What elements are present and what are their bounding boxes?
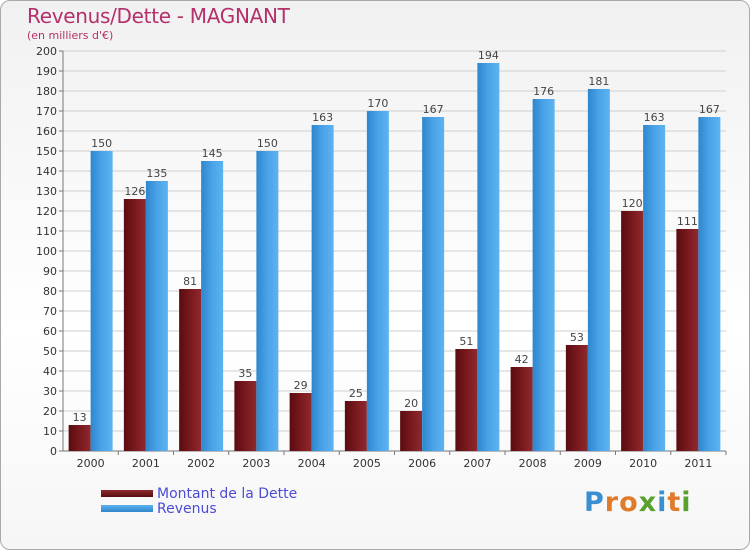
y-tick-label: 150 [36,145,57,158]
y-tick-label: 130 [36,185,57,198]
bar-debt [676,229,699,451]
x-tick-label: 2009 [574,457,602,470]
y-tick-label: 70 [43,305,57,318]
data-label-revenue: 194 [478,49,499,62]
data-label-revenue: 163 [312,111,333,124]
data-label-revenue: 135 [146,167,167,180]
data-label-revenue: 150 [257,137,278,150]
y-tick-label: 40 [43,365,57,378]
x-tick-label: 2004 [298,457,326,470]
logo-letter: P [584,487,605,518]
bar-revenue [422,117,445,451]
data-label-revenue: 163 [644,111,665,124]
x-tick-label: 2000 [77,457,105,470]
data-label-debt: 25 [349,387,363,400]
bar-debt [621,211,644,451]
legend-label-debt: Montant de la Dette [157,486,298,502]
x-tick-label: 2002 [187,457,215,470]
y-tick-label: 100 [36,245,57,258]
logo-letter: i [657,487,668,518]
data-label-debt: 20 [404,397,418,410]
legend-swatch-debt [101,490,153,497]
bar-revenue [477,63,500,451]
x-tick-label: 2007 [463,457,491,470]
data-label-revenue: 167 [423,103,444,116]
bar-debt [179,289,202,451]
bar-debt [289,393,312,451]
x-tick-label: 2005 [353,457,381,470]
data-label-debt: 111 [677,215,698,228]
y-tick-label: 190 [36,65,57,78]
chart-subtitle: (en milliers d'€) [27,29,114,42]
data-label-revenue: 176 [533,85,554,98]
data-label-debt: 42 [515,353,529,366]
data-label-debt: 53 [570,331,584,344]
y-tick-label: 110 [36,225,57,238]
data-label-debt: 29 [294,379,308,392]
data-label-revenue: 145 [202,147,223,160]
data-label-revenue: 167 [699,103,720,116]
legend-label-revenue: Revenus [157,501,217,517]
data-label-debt: 81 [183,275,197,288]
y-tick-label: 80 [43,285,57,298]
logo-letter: x [638,487,658,518]
y-tick-label: 170 [36,105,57,118]
bar-revenue [311,125,334,451]
logo-letter: i [681,487,692,518]
y-tick-label: 120 [36,205,57,218]
legend-swatch-revenue [101,505,153,512]
bar-debt [68,425,91,451]
bar-debt [400,411,423,451]
data-label-debt: 35 [238,367,252,380]
bar-revenue [366,111,389,451]
x-tick-label: 2008 [519,457,547,470]
y-tick-label: 160 [36,125,57,138]
bar-revenue [587,89,610,451]
data-label-revenue: 170 [367,97,388,110]
x-tick-label: 2010 [629,457,657,470]
x-tick-label: 2006 [408,457,436,470]
y-tick-label: 90 [43,265,57,278]
logo-letter: t [667,487,682,518]
bar-revenue [698,117,721,451]
bar-revenue [145,181,168,451]
y-tick-label: 50 [43,345,57,358]
y-tick-label: 140 [36,165,57,178]
bar-revenue [256,151,279,451]
data-label-debt: 13 [73,411,87,424]
chart-title: Revenus/Dette - MAGNANT [27,4,290,28]
x-tick-label: 2003 [242,457,270,470]
bar-revenue [532,99,555,451]
y-tick-label: 10 [43,425,57,438]
y-tick-label: 180 [36,85,57,98]
bar-debt [234,381,257,451]
data-label-revenue: 150 [91,137,112,150]
bar-revenue [643,125,666,451]
logo-letter: o [619,487,639,518]
logo-letter: r [604,487,620,518]
bar-debt [565,345,588,451]
bar-revenue [90,151,113,451]
bar-debt [123,199,146,451]
x-tick-label: 2001 [132,457,160,470]
data-label-debt: 120 [622,197,643,210]
proxiti-logo: Proxiti [584,487,692,518]
bar-debt [344,401,367,451]
y-tick-label: 200 [36,45,57,58]
bar-debt [510,367,533,451]
y-tick-label: 0 [50,445,57,458]
data-label-debt: 126 [124,185,145,198]
bar-debt [455,349,478,451]
bar-revenue [201,161,224,451]
y-tick-label: 60 [43,325,57,338]
data-label-revenue: 181 [588,75,609,88]
y-tick-label: 30 [43,385,57,398]
y-tick-label: 20 [43,405,57,418]
x-tick-label: 2011 [684,457,712,470]
data-label-debt: 51 [459,335,473,348]
